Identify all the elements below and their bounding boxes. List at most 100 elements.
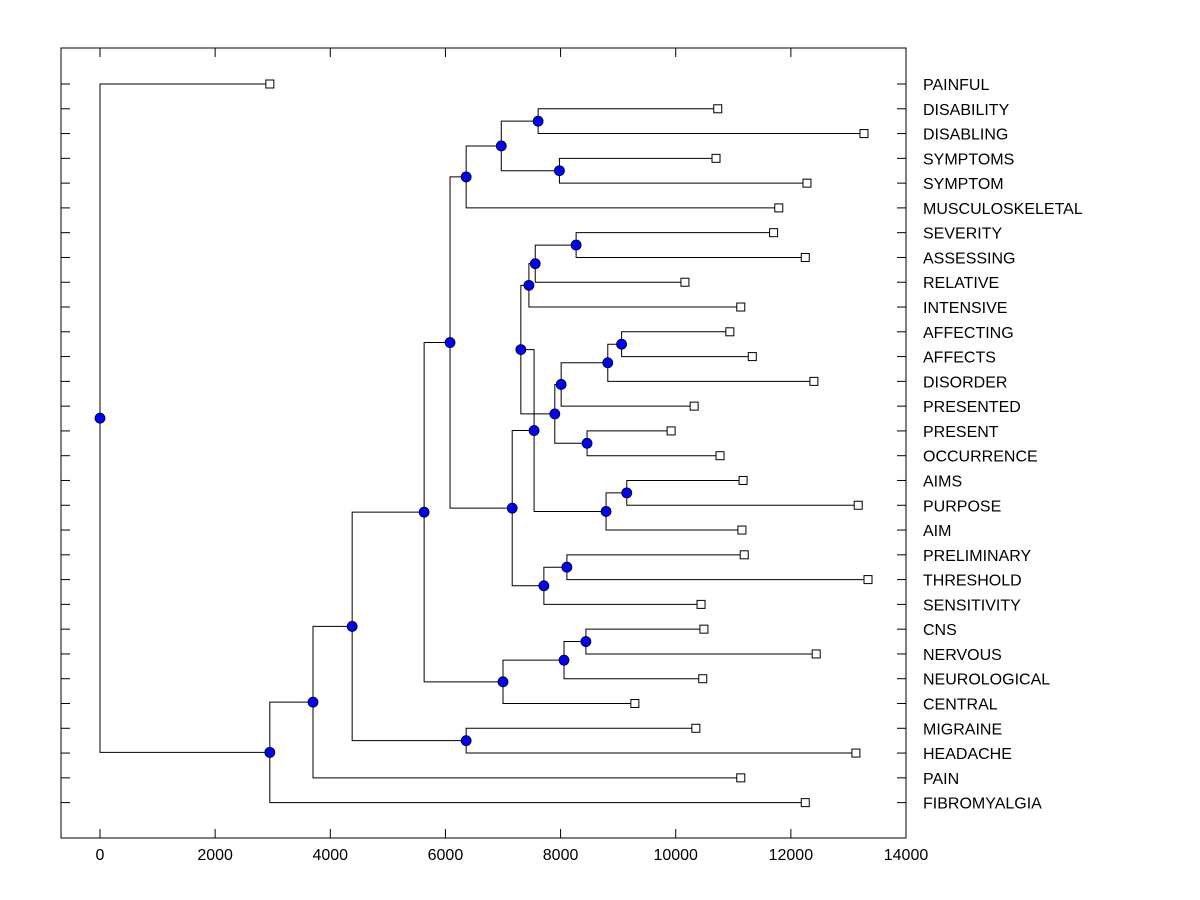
node-marker	[602, 357, 614, 369]
leaf-label: CENTRAL	[923, 697, 998, 714]
leaf-marker	[774, 203, 784, 213]
x-tick-label: 10000	[653, 847, 698, 864]
link	[511, 430, 535, 509]
leaf-label: RELATIVE	[923, 275, 999, 292]
link	[520, 349, 555, 415]
link	[575, 232, 774, 246]
x-tick-label: 2000	[197, 847, 233, 864]
node-marker	[515, 344, 527, 356]
leaf-marker	[737, 525, 747, 535]
link	[563, 660, 703, 680]
x-tick-label: 6000	[428, 847, 464, 864]
leaf-label: SEVERITY	[923, 226, 1002, 243]
node-marker	[558, 654, 570, 666]
leaf-marker	[265, 79, 275, 89]
leaf-label: MIGRAINE	[923, 721, 1002, 738]
link	[585, 641, 817, 655]
leaf-label: SYMPTOMS	[923, 151, 1014, 168]
leaf-marker	[736, 773, 746, 783]
x-tick-label: 14000	[884, 847, 929, 864]
leaf-label: DISABLING	[923, 127, 1008, 144]
x-tick-label: 8000	[543, 847, 579, 864]
node-marker	[523, 279, 535, 291]
node-marker	[460, 171, 472, 183]
leaf-label: INTENSIVE	[923, 300, 1007, 317]
leaf-marker	[802, 178, 812, 188]
link	[621, 331, 730, 345]
leaf-label: PAIN	[923, 771, 959, 788]
link	[563, 641, 586, 661]
link	[465, 740, 856, 754]
leaf-label: AIM	[923, 523, 951, 540]
node-marker	[616, 338, 627, 350]
leaf-label: AFFECTING	[923, 325, 1014, 342]
leaf-marker	[699, 624, 709, 634]
link	[558, 170, 807, 184]
leaf-markers	[265, 79, 873, 808]
link	[423, 512, 503, 683]
leaf-label: FIBROMYALGIA	[923, 796, 1042, 813]
link	[554, 413, 588, 444]
link	[586, 443, 721, 457]
leaf-marker	[715, 451, 725, 461]
node-marker	[532, 115, 544, 127]
leaf-marker	[809, 376, 819, 386]
leaf-marker	[696, 599, 706, 609]
link	[99, 83, 270, 419]
link	[500, 145, 560, 172]
node-marker	[621, 487, 633, 499]
leaf-label: PURPOSE	[923, 498, 1001, 515]
node-marker	[600, 506, 612, 517]
leaf-label: PRESENTED	[923, 399, 1021, 416]
leaf-label: PAINFUL	[923, 77, 989, 94]
link	[449, 342, 513, 509]
leaf-label: NERVOUS	[923, 647, 1002, 664]
node-marker	[346, 621, 358, 632]
leaf-marker	[713, 104, 723, 114]
link	[566, 554, 745, 568]
link	[543, 566, 567, 586]
link	[560, 384, 695, 407]
leaf-labels: PAINFUL DISABILITY DISABLING SYMPTOMS SYMPTO…	[923, 77, 1083, 813]
link	[537, 121, 864, 135]
x-tick-label: 12000	[769, 847, 814, 864]
leaf-label: DISORDER	[923, 374, 1007, 391]
link	[528, 285, 741, 308]
leaf-marker	[725, 327, 735, 337]
leaf-marker	[689, 401, 699, 411]
link	[543, 585, 702, 605]
leaf-label: AIMS	[923, 473, 962, 490]
leaf-label: THRESHOLD	[923, 573, 1022, 590]
leaf-marker	[666, 426, 676, 436]
leaf-label: NEUROLOGICAL	[923, 672, 1050, 689]
link	[607, 362, 814, 382]
leaf-label: MUSCULOSKELETAL	[923, 201, 1083, 218]
link	[533, 430, 607, 512]
leaf-marker	[863, 575, 873, 585]
plot-frame	[60, 47, 907, 839]
link	[465, 176, 779, 209]
leaf-label: PRELIMINARY	[923, 548, 1032, 565]
node-marker	[495, 140, 507, 152]
node-marker	[264, 746, 276, 758]
node-marker	[444, 337, 456, 348]
link	[586, 430, 672, 444]
leaf-marker	[739, 550, 749, 560]
node-marker	[581, 437, 593, 449]
link	[500, 120, 539, 146]
link	[585, 628, 704, 642]
link	[605, 492, 627, 512]
link	[312, 702, 741, 779]
link	[520, 349, 535, 431]
leaf-marker	[851, 748, 861, 758]
link	[537, 108, 718, 122]
leaf-label: DISABILITY	[923, 102, 1010, 119]
leaf-marker	[769, 228, 779, 238]
link	[502, 681, 635, 704]
dendrogram-links	[99, 83, 869, 804]
node-marker	[418, 506, 430, 518]
leaf-marker	[691, 723, 701, 733]
leaf-marker	[736, 302, 746, 312]
node-marker	[580, 636, 592, 647]
